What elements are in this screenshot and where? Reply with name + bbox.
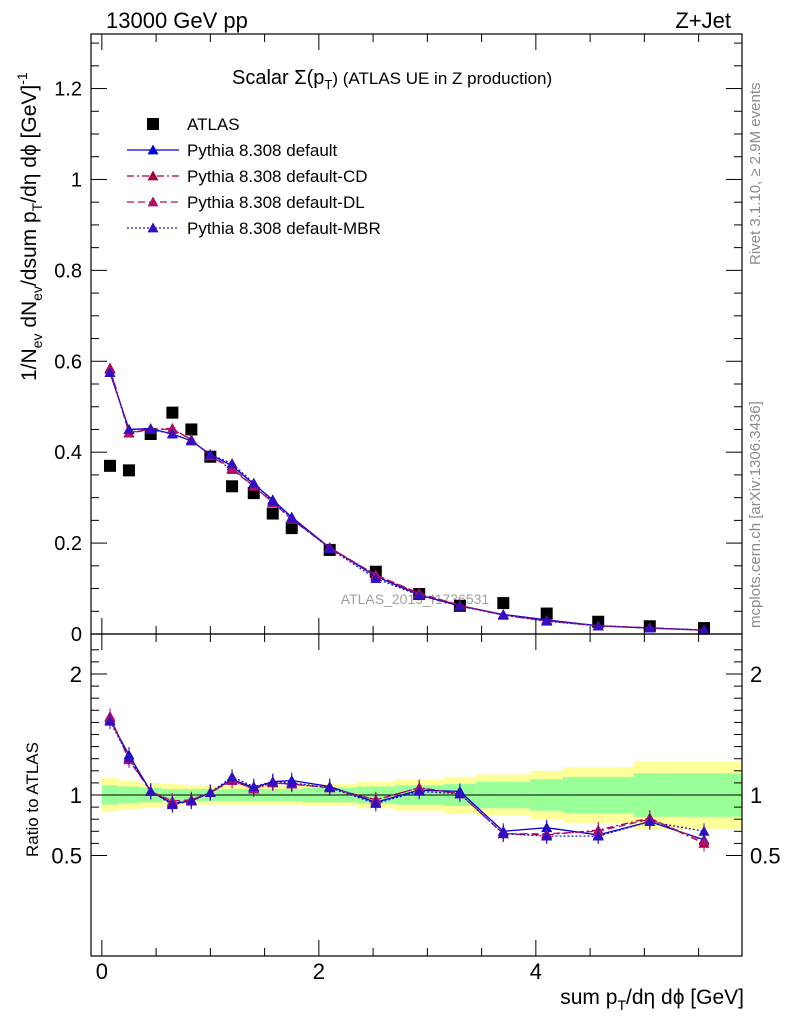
ratio-panel-ticks: 0.5 0.5 1 1 2 2 0 2 4 <box>51 634 781 984</box>
ratio-marker-dotted <box>592 830 604 841</box>
ratio-panel-series <box>104 708 710 852</box>
main-y-tick-label: 0.2 <box>54 533 82 555</box>
series-marker-dotted <box>226 458 238 468</box>
atlas-data-point <box>166 406 179 419</box>
legend-label: Pythia 8.308 default-MBR <box>187 219 381 238</box>
ratio-marker-dotted <box>286 777 298 788</box>
mcplots-label: mcplots.cern.ch [arXiv:1306.3436] <box>747 401 764 628</box>
ratio-marker-dotted <box>123 751 135 762</box>
legend-marker-dotted <box>147 222 159 233</box>
main-panel-ticks: 0 0.2 0.4 0.6 0.8 1 1.2 <box>54 34 742 646</box>
atlas-data-point <box>226 480 239 493</box>
series-marker-dotted <box>644 622 656 633</box>
main-y-tick-label: 0 <box>71 624 82 646</box>
legend-label: Pythia 8.308 default-CD <box>187 167 368 186</box>
legend: ATLAS Pythia 8.308 default Pythia 8.308 de… <box>127 115 381 238</box>
x-tick-label: 2 <box>313 959 325 984</box>
series-marker-dotted <box>104 367 116 378</box>
main-y-tick-label: 0.4 <box>54 442 82 464</box>
series-marker-dotted <box>286 512 298 523</box>
main-y-tick-label: 0.6 <box>54 351 82 373</box>
legend-marker-dashed <box>147 196 159 207</box>
x-tick-label: 0 <box>96 959 108 984</box>
ratio-marker-dotted <box>644 816 656 827</box>
ratio-marker-dotted <box>370 797 382 808</box>
x-axis-title: sum pT/dη dϕ [GeV] <box>560 986 744 1013</box>
ratio-marker-dotted <box>204 787 216 797</box>
atlas-data-point <box>103 459 116 472</box>
ratio-panel-frame <box>90 633 743 957</box>
ratio-marker-dotted <box>324 782 336 793</box>
ratio-marker-dotted <box>145 785 157 796</box>
atlas-data-point <box>497 597 510 610</box>
ratio-marker-dotted <box>226 771 238 782</box>
series-marker-dotted <box>267 495 279 506</box>
x-tick-label: 4 <box>530 959 542 984</box>
plot-title: Scalar Σ(pT) (ATLAS UE in Z production) <box>232 67 552 92</box>
series-marker-dotted <box>454 600 466 611</box>
main-y-tick-label: 0.8 <box>54 260 82 282</box>
series-marker-dotted <box>123 423 135 434</box>
series-line-dotted <box>109 372 705 631</box>
ratio-y-tick-label: 1 <box>70 783 82 808</box>
series-marker-dotted <box>592 620 604 631</box>
header-energy-label: 13000 GeV pp <box>106 8 248 33</box>
series-marker-dotted <box>324 543 336 553</box>
atlas-data-point <box>185 423 198 436</box>
series-marker-dotted <box>698 624 710 635</box>
series-marker-dotted <box>370 573 382 583</box>
ratio-y-tick-label-right: 1 <box>750 783 762 808</box>
main-y-tick-label: 1 <box>71 169 82 191</box>
rivet-label: Rivet 3.1.10, ≥ 2.9M events <box>747 83 764 266</box>
series-marker-dotted <box>145 423 157 434</box>
main-y-axis-title: 1/Nev dNev/dsum pT/dη dϕ [GeV]-1 <box>14 72 45 381</box>
main-panel-series <box>103 362 711 635</box>
ratio-marker-dotted <box>104 715 116 726</box>
series-marker-dotted <box>185 435 197 446</box>
ratio-marker-dotted <box>413 785 425 796</box>
legend-label: Pythia 8.308 default-DL <box>187 193 365 212</box>
series-marker-dotted <box>166 428 178 439</box>
ratio-marker-dotted <box>541 830 553 841</box>
atlas-data-point <box>540 607 553 620</box>
legend-label: Pythia 8.308 default <box>187 141 338 160</box>
main-y-tick-label: 1.2 <box>54 79 82 101</box>
atlas-data-point <box>285 522 298 535</box>
ratio-y-axis-title: Ratio to ATLAS <box>23 742 42 857</box>
ratio-marker-dotted <box>454 788 466 799</box>
ratio-marker-dotted <box>248 781 260 791</box>
legend-label: ATLAS <box>187 115 240 134</box>
ratio-y-tick-label: 0.5 <box>51 844 82 869</box>
ratio-y-tick-label-right: 0.5 <box>750 844 781 869</box>
series-marker-dotted <box>541 615 553 626</box>
ratio-marker-dotted <box>497 828 509 839</box>
title-sub: T <box>324 77 332 92</box>
ratio-marker-dashed <box>698 835 710 846</box>
ratio-marker-dotted <box>698 825 710 836</box>
ratio-panel: 0.5 0.5 1 1 2 2 0 2 4 <box>51 633 781 984</box>
ratio-marker-dotted <box>267 776 279 787</box>
series-marker-dotted <box>248 477 260 488</box>
atlas-data-point <box>266 507 279 520</box>
ratio-y-tick-label: 2 <box>70 662 82 687</box>
legend-marker-atlas <box>147 118 159 130</box>
ratio-marker-dotted <box>185 795 197 806</box>
ratio-y-tick-label-right: 2 <box>750 662 762 687</box>
ratio-marker-dotted <box>166 799 178 810</box>
legend-marker-solid <box>147 144 159 155</box>
header-process-label: Z+Jet <box>675 8 731 33</box>
series-marker-dotted <box>413 589 425 600</box>
atlas-data-point <box>122 464 135 477</box>
legend-marker-dashdot <box>147 170 159 181</box>
main-panel: 00.20.40.60.811.2 ATLAS_2019_I1736531 <box>54 33 743 646</box>
title-prefix: Scalar Σ(p <box>232 67 324 89</box>
series-marker-dotted <box>497 609 509 620</box>
series-marker-dotted <box>204 448 216 459</box>
title-suffix: ) (ATLAS UE in Z production) <box>332 69 552 88</box>
